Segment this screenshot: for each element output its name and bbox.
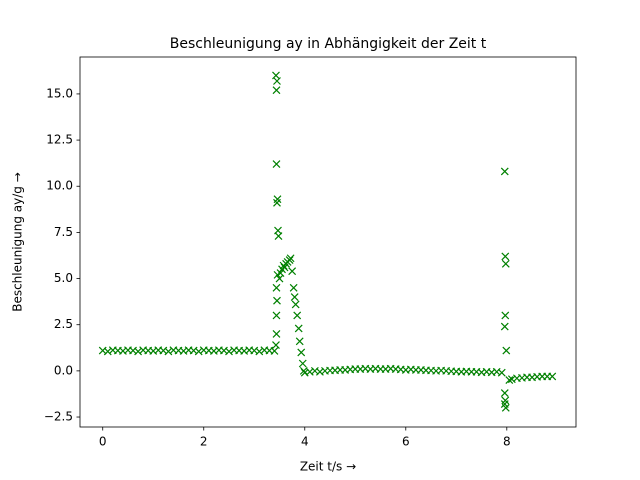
marker — [290, 293, 299, 301]
marker — [500, 322, 509, 331]
marker — [293, 311, 302, 320]
marker — [134, 347, 143, 356]
marker — [295, 337, 304, 346]
marker — [501, 259, 510, 268]
marker — [501, 311, 510, 320]
marker — [164, 347, 173, 356]
marker — [500, 400, 509, 409]
marker — [505, 376, 514, 385]
y-tick-label: 12.5 — [46, 133, 73, 147]
x-axis-label: Zeit t/s → — [300, 460, 356, 474]
marker — [273, 296, 281, 305]
marker — [103, 347, 112, 356]
plot-frame — [79, 56, 577, 428]
marker — [274, 232, 283, 241]
y-tick-label: 10.0 — [46, 179, 73, 193]
y-tick-label: 7.5 — [54, 225, 73, 239]
marker — [225, 347, 233, 356]
marker — [272, 311, 281, 320]
marker — [298, 359, 307, 368]
y-tick-label: −2.5 — [44, 410, 73, 424]
marker — [194, 347, 203, 356]
marker — [500, 389, 509, 397]
marker — [501, 252, 510, 261]
marker — [497, 368, 506, 377]
marker — [272, 160, 281, 169]
marker — [548, 372, 557, 381]
y-tick-label: 0.0 — [54, 363, 73, 377]
y-axis-label: Beschleunigung ay/g → — [11, 172, 25, 312]
y-tick-label: 2.5 — [54, 317, 73, 331]
marker — [289, 283, 298, 292]
marker — [272, 330, 281, 338]
marker — [288, 267, 297, 276]
marker — [291, 300, 300, 309]
marker — [272, 283, 281, 292]
x-tick-label: 8 — [503, 435, 511, 449]
marker — [273, 77, 281, 85]
marker — [255, 347, 264, 356]
marker — [270, 347, 279, 355]
y-tick-label: 15.0 — [46, 86, 73, 100]
x-tick-label: 2 — [200, 435, 208, 449]
x-tick-label: 4 — [301, 435, 309, 449]
marker — [286, 254, 295, 263]
marker — [500, 167, 509, 176]
marker — [294, 324, 303, 333]
chart-title: Beschleunigung ay in Abhängigkeit der Ze… — [170, 36, 487, 52]
marker — [502, 346, 511, 355]
y-tick-label: 5.0 — [54, 271, 73, 285]
marker — [273, 198, 281, 207]
marker — [272, 341, 280, 349]
marker — [272, 86, 281, 95]
marker — [297, 348, 306, 357]
x-tick-label: 6 — [402, 435, 410, 449]
x-tick-label: 0 — [99, 435, 107, 449]
